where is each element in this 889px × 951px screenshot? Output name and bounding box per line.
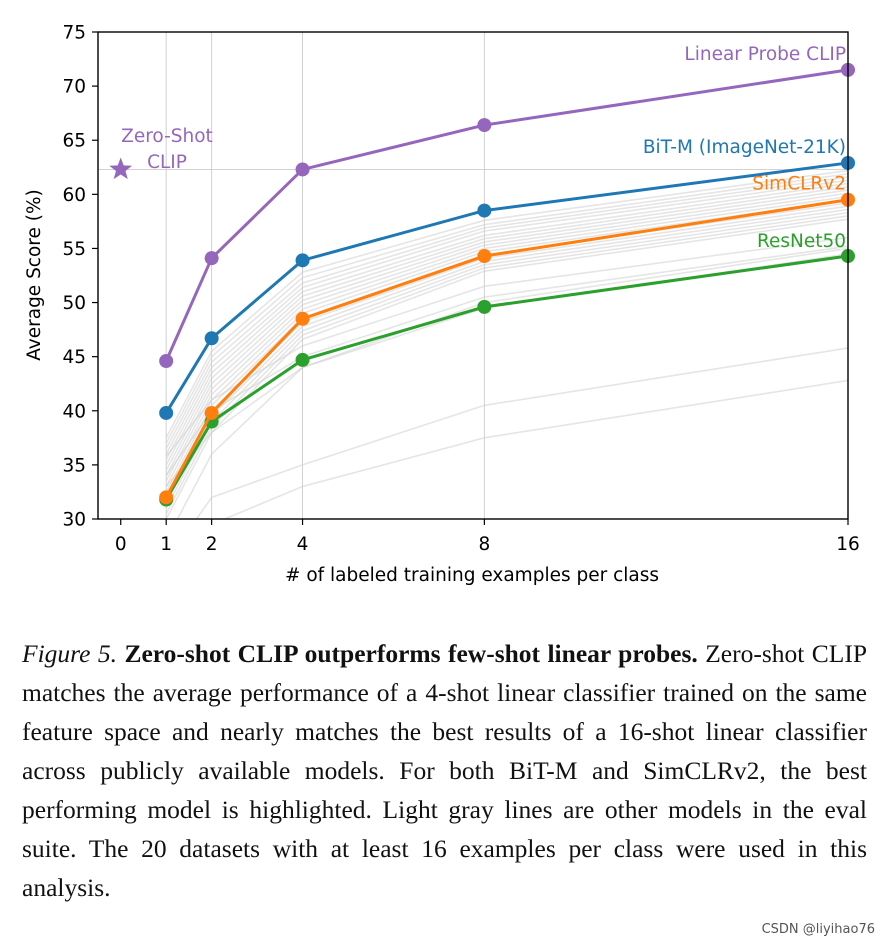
background-model-line xyxy=(165,236,848,457)
series-group xyxy=(159,249,855,507)
data-point xyxy=(295,311,310,326)
caption-label: Figure 5. xyxy=(22,639,118,668)
data-point xyxy=(477,299,492,314)
background-model-line xyxy=(165,182,848,460)
background-model-line xyxy=(165,172,848,444)
y-tick-label: 45 xyxy=(62,347,86,368)
data-point xyxy=(204,405,219,420)
series-layer: Linear Probe CLIP BiT-M (ImageNet-21K) Sim… xyxy=(109,44,855,507)
background-model-line xyxy=(165,169,848,439)
data-point xyxy=(295,162,310,177)
series-label: BiT-M (ImageNet-21K) xyxy=(643,137,846,158)
x-tick-label: 8 xyxy=(478,534,490,555)
x-tick-label: 0 xyxy=(115,534,127,555)
watermark: CSDN @liyihao76 xyxy=(761,922,875,937)
y-tick-label: 70 xyxy=(62,77,86,98)
y-tick-label: 30 xyxy=(62,510,86,531)
y-tick-label: 55 xyxy=(62,239,86,260)
figure-caption: Figure 5. Zero-shot CLIP outperforms few… xyxy=(22,634,867,907)
background-model-line xyxy=(165,218,848,519)
y-tick-label: 35 xyxy=(62,455,86,476)
background-model-lines xyxy=(165,169,848,519)
background-model-line xyxy=(165,202,848,493)
x-tick-label: 2 xyxy=(206,534,218,555)
zero-shot-label-line1: Zero-Shot xyxy=(121,126,213,147)
data-point xyxy=(159,490,174,505)
data-point xyxy=(295,253,310,268)
background-model-line xyxy=(165,195,848,482)
background-model-line xyxy=(176,247,848,519)
background-model-line xyxy=(165,215,848,514)
series-label: Linear Probe CLIP xyxy=(684,44,846,65)
y-axis-label: Average Score (%) xyxy=(24,189,45,361)
data-point xyxy=(204,251,219,266)
data-point xyxy=(477,118,492,133)
axis-ticks: 0 1 2 4 8 16 30 35 40 45 50 55 60 65 70 75 xyxy=(62,23,859,556)
x-tick-label: 16 xyxy=(836,534,860,555)
data-point xyxy=(477,203,492,218)
background-model-line xyxy=(222,379,848,519)
few-shot-chart: Linear Probe CLIP BiT-M (ImageNet-21K) Sim… xyxy=(24,23,860,587)
series-label: ResNet50 xyxy=(757,231,846,252)
data-point xyxy=(159,405,174,420)
x-axis-label: # of labeled training examples per class xyxy=(285,565,659,586)
background-model-line xyxy=(165,185,848,466)
background-model-line xyxy=(165,179,848,455)
data-point xyxy=(295,352,310,367)
background-model-line xyxy=(165,205,848,498)
x-tick-label: 4 xyxy=(297,534,309,555)
y-tick-label: 75 xyxy=(62,23,86,44)
series-group xyxy=(159,192,855,505)
caption-body: Zero-shot CLIP matches the average perfo… xyxy=(22,639,868,902)
background-model-line xyxy=(165,176,848,450)
series-line xyxy=(164,161,849,414)
background-model-line xyxy=(165,198,848,487)
y-tick-label: 60 xyxy=(62,185,86,206)
series-line xyxy=(164,198,849,499)
data-point xyxy=(477,249,492,264)
background-model-line xyxy=(195,347,848,519)
y-tick-label: 40 xyxy=(62,401,86,422)
zero-shot-star-marker xyxy=(109,157,133,180)
data-point xyxy=(204,331,219,346)
zero-shot-label-line2: CLIP xyxy=(147,152,187,173)
plot-frame xyxy=(97,31,849,520)
x-tick-label: 1 xyxy=(160,534,172,555)
y-tick-label: 65 xyxy=(62,131,86,152)
background-model-line xyxy=(165,189,848,471)
series-label: SimCLRv2 xyxy=(752,174,846,195)
series-group xyxy=(159,62,855,368)
y-tick-label: 50 xyxy=(62,293,86,314)
caption-title: Zero-shot CLIP outperforms few-shot line… xyxy=(124,639,698,668)
data-point xyxy=(159,353,174,368)
